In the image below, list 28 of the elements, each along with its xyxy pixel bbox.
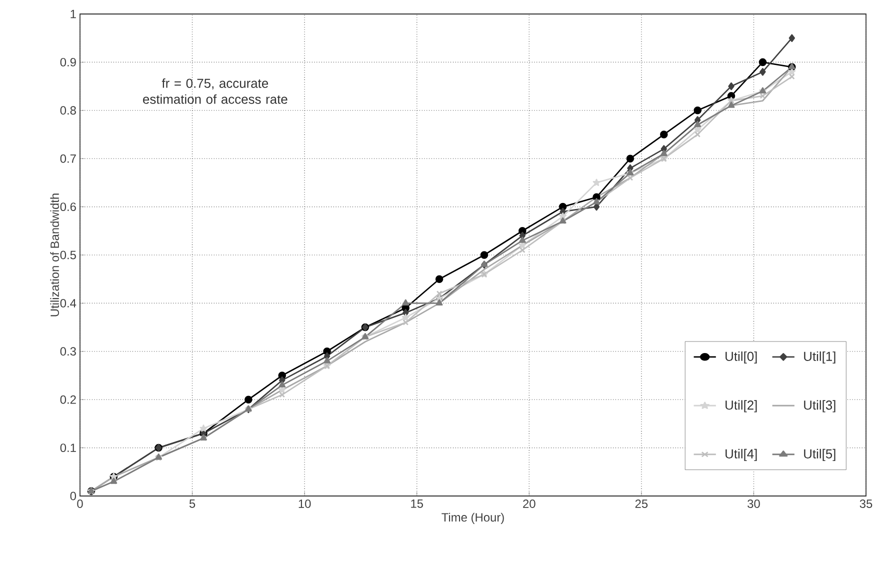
y-tick-label: 0.3 [60,347,76,356]
x-tick-label: 20 [523,500,536,508]
y-tick-label: 0.4 [60,298,76,308]
x-tick-label: 5 [189,500,196,508]
legend-label: Util[1] [804,351,836,364]
x-tick-label: 35 [860,500,872,508]
y-tick-label: 0.1 [60,444,76,452]
y-tick-label: 0.2 [60,395,76,404]
legend-label: Util[4] [726,448,757,462]
y-tick-label: 0.7 [60,154,76,163]
x-tick-label: 25 [635,500,648,508]
x-tick-label: 30 [748,500,760,508]
legend-label: Util[5] [804,448,836,462]
annotation: fr = 0.75, accurate estimation of access rate [143,78,288,104]
legend-label: Util[3] [804,400,836,412]
y-tick-label: 0.6 [60,202,76,212]
x-axis-title: Time (Hour) [442,512,504,524]
x-tick-label: 15 [411,500,423,508]
y-tick-label: 0.5 [60,250,76,260]
x-tick-label: 10 [298,500,311,508]
legend-label: Util[2] [726,400,757,412]
y-tick-label: 0.8 [60,106,76,115]
y-axis-title: Utilization of Bandwidth [50,194,59,316]
legend-label: Util[0] [726,351,757,364]
y-tick-label: 1 [70,10,76,18]
x-tick-label: 0 [77,500,83,508]
y-tick-label: 0 [70,492,76,500]
y-tick-label: 0.9 [60,58,76,66]
